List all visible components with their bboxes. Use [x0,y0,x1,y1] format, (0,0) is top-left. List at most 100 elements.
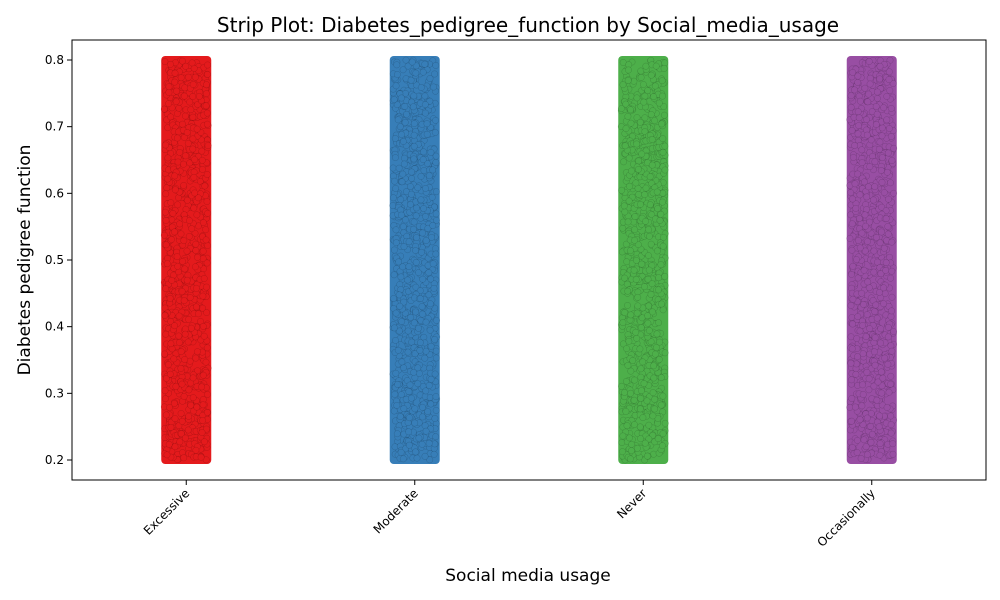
strip-point [407,76,415,84]
strip-point [633,114,641,122]
strip-point [399,223,407,231]
strip-point [398,211,405,219]
strip-point [425,172,433,180]
strip-point [637,200,644,208]
strip-point [848,220,856,228]
strip-point [884,149,892,157]
y-tick-label: 0.4 [45,320,64,334]
strip-point [646,201,654,209]
strip-point [391,135,399,142]
strip-point [621,274,629,282]
strip-point [422,237,430,244]
strip-point [659,92,666,100]
strip-point [634,302,642,310]
strip-point [638,150,646,158]
strip-point [657,374,665,382]
strip-point [653,188,661,196]
strip-point [864,278,872,286]
strip-point [861,247,869,255]
strip-point [431,129,439,136]
strip-point [876,288,883,296]
strip-point [432,250,440,258]
strip-point [171,228,178,236]
strip-point [861,84,869,92]
strip-point [847,359,855,367]
strip-point [411,405,419,413]
strip-point [636,118,644,126]
strip-point [404,276,412,284]
strip-point [396,302,404,310]
strip-point [407,394,415,402]
strip-point [884,333,892,341]
strip-point [856,97,864,105]
strip-point [887,274,895,282]
strip-point [863,368,871,376]
strip-point [397,391,405,399]
strip-point [412,283,420,291]
strip-point [863,193,871,201]
strip-point [178,288,186,295]
strip-point [425,439,433,447]
y-tick-label: 0.8 [45,53,64,67]
strip-point [404,327,412,335]
strip-point [625,197,633,205]
y-axis-label: Diabetes pedigree function [15,145,35,376]
strip-point [863,414,871,422]
strip-point [432,354,440,362]
strip-point [641,114,649,122]
strip-occasionally [846,56,898,464]
strip-point [413,204,420,212]
strip-point [636,405,644,413]
strip-point [426,75,434,82]
strip-point [880,300,888,308]
strip-point [659,135,667,143]
strip-point [171,78,179,86]
strip-point [392,369,400,377]
strip-point [647,291,655,298]
strip-point [419,310,426,318]
strip-point [887,380,895,388]
strip-point [889,440,897,448]
strip-point [647,111,655,118]
strip-point [647,71,655,79]
strip-point [877,325,885,333]
strip-point [426,300,434,308]
strip-point [847,333,855,341]
strip-point [400,298,408,306]
strip-point [409,103,417,111]
strip-point [178,57,186,65]
strip-point [657,401,665,409]
strip-point [888,307,896,315]
strip-point [169,209,177,217]
strip-point [396,413,404,421]
strip-point [183,247,191,255]
strip-point [652,344,660,351]
strip-point [389,202,397,210]
strip-point [428,193,436,201]
strip-point [624,287,632,295]
strip-point [161,387,169,395]
strip-point [411,419,419,427]
strip-point [200,332,208,340]
strip-point [625,434,633,442]
strip-point [166,370,174,378]
strip-point [620,158,628,166]
strip-point [873,314,881,322]
strip-point [191,73,199,81]
strip-point [631,226,639,234]
strip-point [632,276,640,283]
strip-point [876,440,884,448]
strip-point [871,158,879,166]
strip-point [653,247,661,255]
strip-point [182,62,190,70]
strip-point [180,297,188,305]
strip-point [635,157,643,165]
strip-point [854,313,862,321]
strip-point [178,380,186,388]
strip-point [197,453,205,461]
strip-point [626,455,634,463]
strip-point [398,318,406,326]
strip-point [177,348,185,356]
strip-point [848,270,856,278]
